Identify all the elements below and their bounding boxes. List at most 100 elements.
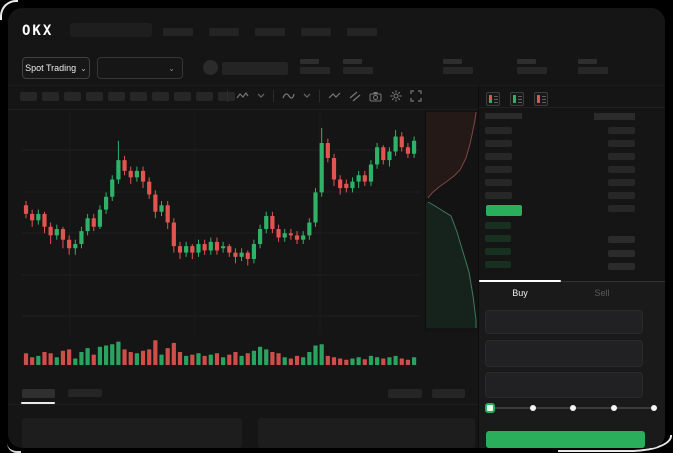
stat-value-placeholder — [578, 67, 608, 74]
timeframe-button-placeholder[interactable] — [64, 92, 81, 101]
amount-row-placeholder — [608, 153, 635, 160]
stat-label-placeholder — [578, 59, 597, 64]
okx-trading-app: OKX Spot Trading ⌄ ⌄ — [8, 8, 665, 448]
chart-toolbar — [227, 89, 422, 103]
settings-gear-icon[interactable] — [390, 90, 402, 102]
timeframe-button-placeholder[interactable] — [20, 92, 37, 101]
ask-row-placeholder — [485, 153, 512, 160]
top-nav — [163, 28, 377, 36]
slider-stop-dot[interactable] — [651, 405, 657, 411]
bid-row-placeholder — [485, 261, 511, 268]
amount-row-placeholder — [608, 263, 635, 270]
slider-stop-dot[interactable] — [570, 405, 576, 411]
orderbook-combined-icon[interactable] — [486, 92, 500, 106]
orderbook-header-price — [485, 113, 522, 119]
orders-divider — [8, 404, 478, 405]
slider-handle[interactable] — [485, 403, 495, 413]
parallel-channel-icon[interactable] — [349, 91, 361, 102]
timeframe-button-placeholder[interactable] — [174, 92, 191, 101]
orderbook-header-amount — [594, 113, 635, 120]
amount-row-placeholder — [608, 179, 635, 186]
orders-tab[interactable] — [68, 389, 102, 397]
bid-row-placeholder — [485, 222, 511, 229]
volume-chart — [23, 340, 417, 365]
search-input[interactable] — [70, 23, 152, 37]
trade-tabs-divider — [479, 281, 665, 282]
chart-type-icon[interactable] — [236, 91, 249, 101]
buy-tab-indicator — [479, 280, 561, 282]
stat-value-placeholder — [343, 67, 373, 74]
stat-label-placeholder — [300, 59, 319, 64]
chevron-down-icon[interactable] — [303, 93, 311, 99]
active-tab-underline — [21, 402, 55, 404]
orderbook-buy-icon[interactable] — [510, 92, 524, 106]
amount-row-placeholder — [608, 127, 635, 134]
price-input[interactable] — [485, 310, 643, 334]
candlestick-chart[interactable] — [22, 112, 420, 334]
ticker-stat-placeholder — [300, 59, 330, 74]
total-input[interactable] — [485, 372, 643, 398]
nav-item-placeholder[interactable] — [209, 28, 239, 36]
orders-table-placeholder — [258, 418, 475, 448]
okx-logo: OKX — [22, 23, 54, 39]
orderbook-amount-rows — [608, 127, 635, 212]
divider — [319, 90, 320, 102]
amount-row-placeholder — [608, 166, 635, 173]
ticker-stat-placeholder — [343, 59, 373, 74]
ask-row-placeholder — [485, 192, 512, 199]
ticker-stat-placeholder — [443, 59, 473, 74]
ask-row-placeholder — [485, 140, 512, 147]
nav-item-placeholder[interactable] — [347, 28, 377, 36]
buy-button[interactable] — [486, 431, 645, 448]
slider-stop-dot[interactable] — [529, 405, 536, 411]
market-type-selector[interactable]: Spot Trading ⌄ — [22, 57, 90, 79]
fullscreen-icon[interactable] — [410, 90, 422, 102]
tab-buy[interactable]: Buy — [512, 288, 528, 298]
tab-sell[interactable]: Sell — [594, 288, 610, 298]
timeframe-button-placeholder[interactable] — [108, 92, 125, 101]
stat-label-placeholder — [343, 59, 362, 64]
nav-item-placeholder[interactable] — [301, 28, 331, 36]
bid-row-placeholder — [485, 248, 511, 255]
ticker-stat-placeholder — [578, 59, 608, 74]
orderbook-mode-switcher — [486, 92, 548, 106]
orderbook-sell-icon[interactable] — [534, 92, 548, 106]
amount-row-placeholder — [608, 205, 635, 212]
orders-filter-placeholder[interactable] — [388, 389, 422, 398]
ask-row-placeholder — [485, 179, 512, 186]
depth-chart — [425, 110, 479, 332]
slider-stop-dot[interactable] — [610, 405, 617, 411]
orders-tab-active[interactable] — [22, 389, 55, 398]
amount-row-placeholder — [608, 236, 635, 243]
orders-filter-placeholder[interactable] — [432, 389, 465, 398]
stat-value-placeholder — [300, 67, 330, 74]
header-divider — [8, 85, 665, 86]
stat-label-placeholder — [517, 59, 536, 64]
line-tool-icon[interactable] — [328, 91, 341, 101]
stat-label-placeholder — [443, 59, 462, 64]
panel-divider — [478, 85, 479, 448]
chevron-down-icon: ⌄ — [80, 63, 87, 73]
timeframe-button-placeholder[interactable] — [152, 92, 169, 101]
pair-dropdown[interactable]: ⌄ — [97, 57, 183, 79]
camera-icon[interactable] — [369, 91, 382, 102]
timeframe-button-placeholder[interactable] — [218, 92, 235, 101]
pair-name-placeholder — [222, 62, 288, 75]
nav-item-placeholder[interactable] — [255, 28, 285, 36]
stat-value-placeholder — [517, 67, 547, 74]
indicators-icon[interactable] — [282, 91, 295, 101]
ask-row-placeholder — [485, 127, 512, 134]
amount-input[interactable] — [485, 340, 643, 367]
last-price-badge[interactable] — [486, 205, 522, 216]
orderbook-ask-rows — [485, 127, 512, 199]
timeframe-button-placeholder[interactable] — [130, 92, 147, 101]
timeframe-button-placeholder[interactable] — [196, 92, 213, 101]
chevron-down-icon[interactable] — [257, 93, 265, 99]
toolbar-divider — [8, 109, 478, 110]
amount-slider — [485, 403, 657, 413]
nav-item-placeholder[interactable] — [163, 28, 193, 36]
stat-value-placeholder — [443, 67, 473, 74]
timeframe-button-placeholder[interactable] — [86, 92, 103, 101]
timeframe-button-placeholder[interactable] — [42, 92, 59, 101]
